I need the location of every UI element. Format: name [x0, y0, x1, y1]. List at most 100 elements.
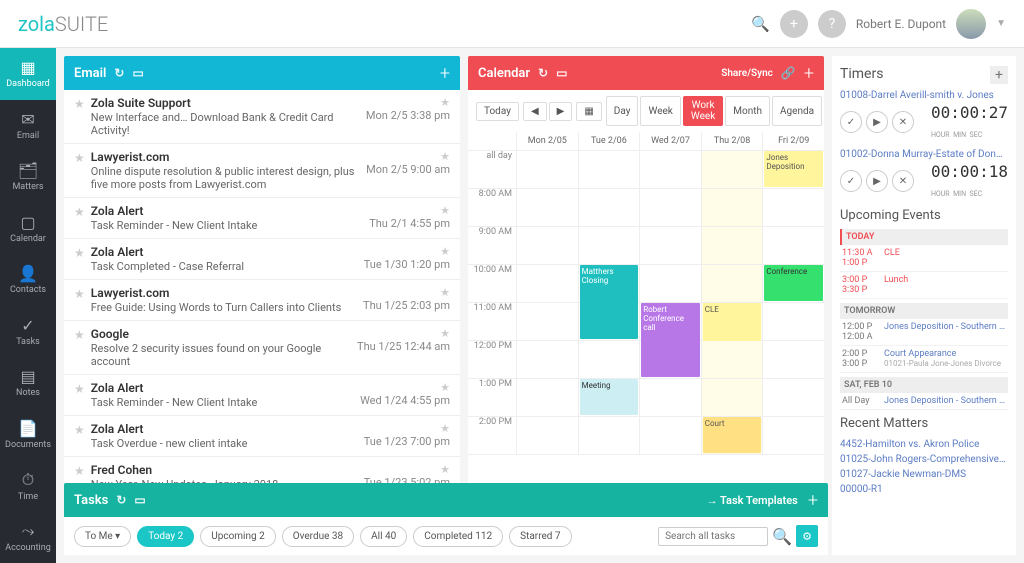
link-icon[interactable]: 🔗: [781, 66, 796, 80]
calendar-event[interactable]: Conference: [764, 265, 823, 301]
sidebar-item-tasks[interactable]: ✓Tasks: [0, 306, 56, 358]
new-task-button[interactable]: +: [808, 490, 818, 511]
calendar-event[interactable]: Jones Deposition: [764, 151, 823, 187]
user-name[interactable]: Robert E. Dupont: [856, 17, 946, 31]
refresh-icon[interactable]: ↻: [116, 493, 126, 507]
task-filter[interactable]: Starred 7: [509, 526, 571, 547]
email-panel: Email ↻ ▭ + ★ Zola Suite SupportNew Inte…: [64, 56, 460, 555]
search-icon[interactable]: 🔍: [772, 527, 792, 546]
upcoming-event[interactable]: All DayJones Deposition - Southern Super…: [840, 393, 1008, 410]
sidebar-item-contacts[interactable]: 👤Contacts: [0, 254, 56, 306]
matter-link[interactable]: 4452-Hamilton vs. Akron Police: [840, 437, 1008, 452]
star-icon[interactable]: ★: [440, 150, 450, 163]
star-icon[interactable]: ★: [74, 151, 85, 191]
upcoming-event[interactable]: 11:30 A1:00 PCLE: [840, 245, 1008, 272]
matter-link[interactable]: 00000-R1: [840, 482, 1008, 497]
star-icon[interactable]: ★: [74, 97, 85, 137]
task-filter[interactable]: Upcoming 2: [200, 526, 275, 547]
email-row[interactable]: ★ Zola AlertTask Reminder - New Client I…: [64, 198, 460, 239]
task-filter[interactable]: Overdue 38: [282, 526, 354, 547]
upcoming-event[interactable]: 12:00 P12:00 AJones Deposition - Souther…: [840, 319, 1008, 346]
email-row[interactable]: ★ Zola Suite SupportNew Interface and… D…: [64, 90, 460, 144]
star-icon[interactable]: ★: [74, 287, 85, 314]
view-day[interactable]: Day: [606, 96, 639, 126]
star-icon[interactable]: ★: [74, 205, 85, 232]
star-icon[interactable]: ★: [440, 286, 450, 299]
star-icon[interactable]: ★: [74, 328, 85, 368]
next-button[interactable]: ▶: [549, 102, 573, 121]
refresh-icon[interactable]: ↻: [114, 66, 124, 80]
compose-button[interactable]: +: [440, 63, 450, 84]
timer-matter-link[interactable]: 01002-Donna Murray-Estate of Donna F. rr…: [840, 149, 1008, 160]
avatar[interactable]: [956, 9, 986, 39]
star-icon[interactable]: ★: [74, 246, 85, 273]
star-icon[interactable]: ★: [440, 381, 450, 394]
view-work-week[interactable]: Work Week: [683, 96, 723, 126]
sidebar-item-accounting[interactable]: ⤳Accounting: [0, 512, 56, 563]
gear-icon[interactable]: ⚙: [796, 525, 818, 547]
matter-link[interactable]: 01027-Jackie Newman-DMS: [840, 467, 1008, 482]
star-icon[interactable]: ★: [440, 463, 450, 476]
search-icon[interactable]: 🔍: [751, 15, 770, 33]
task-filter[interactable]: Completed 112: [413, 526, 503, 547]
view-month[interactable]: Month: [725, 96, 770, 126]
prev-button[interactable]: ◀: [523, 102, 547, 121]
tasks-icon[interactable]: ▭: [134, 493, 145, 507]
star-icon[interactable]: ★: [440, 204, 450, 217]
sidebar-item-notes[interactable]: ▤Notes: [0, 357, 56, 409]
upcoming-event[interactable]: 3:00 P3:30 PLunch: [840, 272, 1008, 299]
email-row[interactable]: ★ Lawyerist.comFree Guide: Using Words t…: [64, 280, 460, 321]
star-icon[interactable]: ★: [440, 327, 450, 340]
contacts-icon: 👤: [18, 264, 38, 283]
star-icon[interactable]: ★: [440, 245, 450, 258]
chevron-down-icon[interactable]: ▼: [996, 18, 1006, 29]
help-icon[interactable]: ?: [818, 10, 846, 38]
task-filter[interactable]: All 40: [360, 526, 407, 547]
email-row[interactable]: ★ Zola AlertTask Overdue - new client in…: [64, 416, 460, 457]
cal-icon[interactable]: ▭: [556, 66, 567, 80]
task-filter[interactable]: To Me ▾: [74, 526, 131, 547]
email-row[interactable]: ★ GoogleResolve 2 security issues found …: [64, 321, 460, 375]
add-icon[interactable]: +: [780, 10, 808, 38]
calendar-event[interactable]: Court: [703, 417, 762, 453]
calendar-event[interactable]: Meeting: [580, 379, 639, 415]
sidebar-item-calendar[interactable]: ▢Calendar: [0, 203, 56, 255]
task-search-input[interactable]: [658, 527, 768, 546]
email-row[interactable]: ★ Zola AlertTask Completed - Case Referr…: [64, 239, 460, 280]
today-button[interactable]: Today: [476, 102, 519, 121]
upcoming-event[interactable]: 2:00 P3:00 PCourt Appearance01021-Paula …: [840, 346, 1008, 373]
star-icon[interactable]: ★: [440, 422, 450, 435]
star-icon[interactable]: ★: [440, 96, 450, 109]
sidebar-item-email[interactable]: ✉Email: [0, 100, 56, 152]
matter-link[interactable]: 01025-John Rogers-Comprehensive Estate P…: [840, 452, 1008, 467]
timer-play-icon[interactable]: ▶: [866, 170, 888, 192]
date-picker[interactable]: ▦: [576, 102, 601, 121]
calendar-header: Calendar ↻ ▭ Share/Sync 🔗 +: [468, 56, 824, 90]
share-sync[interactable]: Share/Sync: [721, 68, 773, 79]
new-event-button[interactable]: +: [804, 63, 814, 84]
timer-close-icon[interactable]: ✕: [892, 111, 914, 133]
email-row[interactable]: ★ Lawyerist.comOnline dispute resolution…: [64, 144, 460, 198]
logo: zolaSUITE: [18, 12, 108, 36]
timer-check-icon[interactable]: ✓: [840, 111, 862, 133]
add-timer[interactable]: +: [990, 66, 1008, 84]
documents-icon: 📄: [18, 419, 38, 438]
sidebar-item-dashboard[interactable]: ▦Dashboard: [0, 48, 56, 100]
star-icon[interactable]: ★: [74, 382, 85, 409]
task-filter[interactable]: Today 2: [137, 526, 194, 547]
calendar-panel: Calendar ↻ ▭ Share/Sync 🔗 + Today ◀ ▶ ▦: [468, 56, 824, 555]
view-agenda[interactable]: Agenda: [772, 96, 822, 126]
view-week[interactable]: Week: [640, 96, 680, 126]
timer-check-icon[interactable]: ✓: [840, 170, 862, 192]
star-icon[interactable]: ★: [74, 423, 85, 450]
sidebar-item-matters[interactable]: 🗂Matters: [0, 151, 56, 203]
timer-matter-link[interactable]: 01008-Darrel Averill-smith v. Jones: [840, 90, 1008, 101]
task-templates[interactable]: → Task Templates: [707, 494, 798, 507]
email-row[interactable]: ★ Zola AlertTask Reminder - New Client I…: [64, 375, 460, 416]
sidebar-item-documents[interactable]: 📄Documents: [0, 409, 56, 461]
timer-play-icon[interactable]: ▶: [866, 111, 888, 133]
timer-close-icon[interactable]: ✕: [892, 170, 914, 192]
sidebar-item-time[interactable]: ⏱Time: [0, 460, 56, 512]
inbox-icon[interactable]: ▭: [132, 66, 143, 80]
refresh-icon[interactable]: ↻: [538, 66, 548, 80]
